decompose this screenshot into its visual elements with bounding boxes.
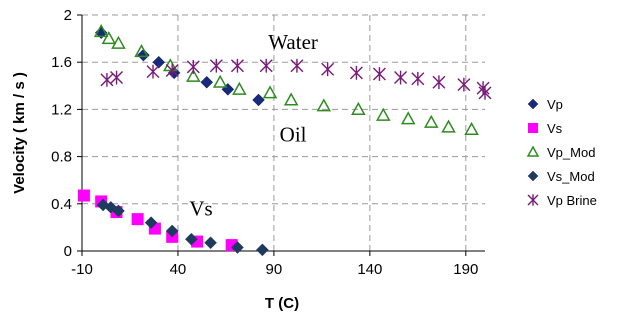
legend-label-vp-mod: Vp_Mod xyxy=(547,145,595,160)
vp-brine-point xyxy=(146,64,160,79)
vp-mod-point xyxy=(186,68,201,82)
legend-label-vs: Vs xyxy=(547,121,563,136)
vp-brine-point xyxy=(457,77,471,92)
vp-brine-point xyxy=(372,67,386,81)
vp-mod-point xyxy=(464,121,479,136)
vp-mod-point xyxy=(262,85,278,99)
annotations: Water Oil Vs xyxy=(189,30,318,220)
vp-mod-point xyxy=(93,23,109,38)
vp-brine-point xyxy=(394,70,408,85)
vs-mod-point xyxy=(256,243,269,257)
vp-mod-point xyxy=(423,114,439,128)
legend-marker-vp-mod xyxy=(526,145,540,157)
vp-mod-point xyxy=(351,101,366,115)
annotation-vs: Vs xyxy=(189,197,212,221)
vp-mod-point xyxy=(111,35,126,49)
vp-brine-point xyxy=(165,63,179,78)
vs-mod-point xyxy=(185,232,198,246)
vp-mod-point xyxy=(316,98,332,112)
axes: 0 0.4 0.8 1.2 1.6 2 -10 40 90 140 190 xyxy=(51,7,485,278)
y-tick-label: 1.6 xyxy=(51,54,72,71)
legend: Vp Vs Vp_Mod Vs_Mod Vp Brine xyxy=(509,79,617,208)
vs-mod-point xyxy=(231,241,244,254)
x-tick-label: -10 xyxy=(71,261,93,278)
vp-point xyxy=(137,48,150,62)
vp-point xyxy=(221,82,235,96)
annotation-water: Water xyxy=(268,30,318,54)
vp-brine-point xyxy=(209,58,223,73)
vp-brine-point xyxy=(110,70,124,85)
x-tick-label: 40 xyxy=(170,261,187,278)
vp-point xyxy=(152,55,166,69)
vp-brine-point xyxy=(432,75,446,90)
vp-mod-point xyxy=(134,44,149,58)
vp-mod-point xyxy=(441,119,456,133)
legend-box xyxy=(509,79,617,205)
vs-point xyxy=(131,213,144,226)
vs-point xyxy=(77,189,90,202)
annotation-oil: Oil xyxy=(280,122,307,146)
vp-brine-point xyxy=(259,58,273,73)
y-tick-label: 1.2 xyxy=(51,101,72,118)
y-tick-label: 0 xyxy=(64,243,72,260)
grid xyxy=(82,14,485,251)
x-tick-label: 190 xyxy=(453,261,478,278)
y-tick-label: 0.8 xyxy=(51,149,72,166)
vp-brine-point xyxy=(476,81,490,96)
vp-brine-point xyxy=(321,62,335,77)
vp-mod-point xyxy=(376,107,391,121)
legend-label-vp: Vp xyxy=(547,97,563,112)
x-axis-title: T (C) xyxy=(265,295,299,312)
vp-point xyxy=(200,75,214,89)
vp-brine-point xyxy=(230,58,244,73)
vp-mod-point xyxy=(400,111,416,125)
vs-mod-point xyxy=(165,224,179,238)
legend-marker-vs-mod xyxy=(527,170,539,182)
vp-mod-point xyxy=(283,92,299,106)
x-tick-label: 90 xyxy=(266,261,283,278)
vp-brine-point xyxy=(290,58,304,73)
vp-mod-point xyxy=(212,74,228,88)
vp-brine-point xyxy=(349,65,363,80)
legend-label-vp-brine: Vp Brine xyxy=(547,193,597,208)
data-marks xyxy=(77,23,492,257)
vp-brine-point xyxy=(100,73,114,87)
vp-brine-point xyxy=(186,60,200,74)
vs-mod-point xyxy=(144,216,158,230)
vp-point xyxy=(252,93,265,107)
vs-mod-point xyxy=(112,204,125,218)
y-tick-label: 0.4 xyxy=(51,196,72,213)
vp-mod-point xyxy=(101,31,117,45)
legend-marker-vs xyxy=(528,123,538,133)
y-tick-label: 2 xyxy=(64,7,72,24)
vs-mod-point xyxy=(204,236,217,250)
vp-brine-point xyxy=(478,85,492,100)
legend-marker-vp-brine xyxy=(527,194,539,206)
x-tick-label: 140 xyxy=(357,261,382,278)
legend-label-vs-mod: Vs_Mod xyxy=(547,169,595,184)
y-axis-title: Velocity ( km / s ) xyxy=(11,72,28,194)
legend-marker-vp xyxy=(527,98,539,110)
vp-brine-point xyxy=(411,71,425,86)
vp-mod-point xyxy=(232,81,247,95)
